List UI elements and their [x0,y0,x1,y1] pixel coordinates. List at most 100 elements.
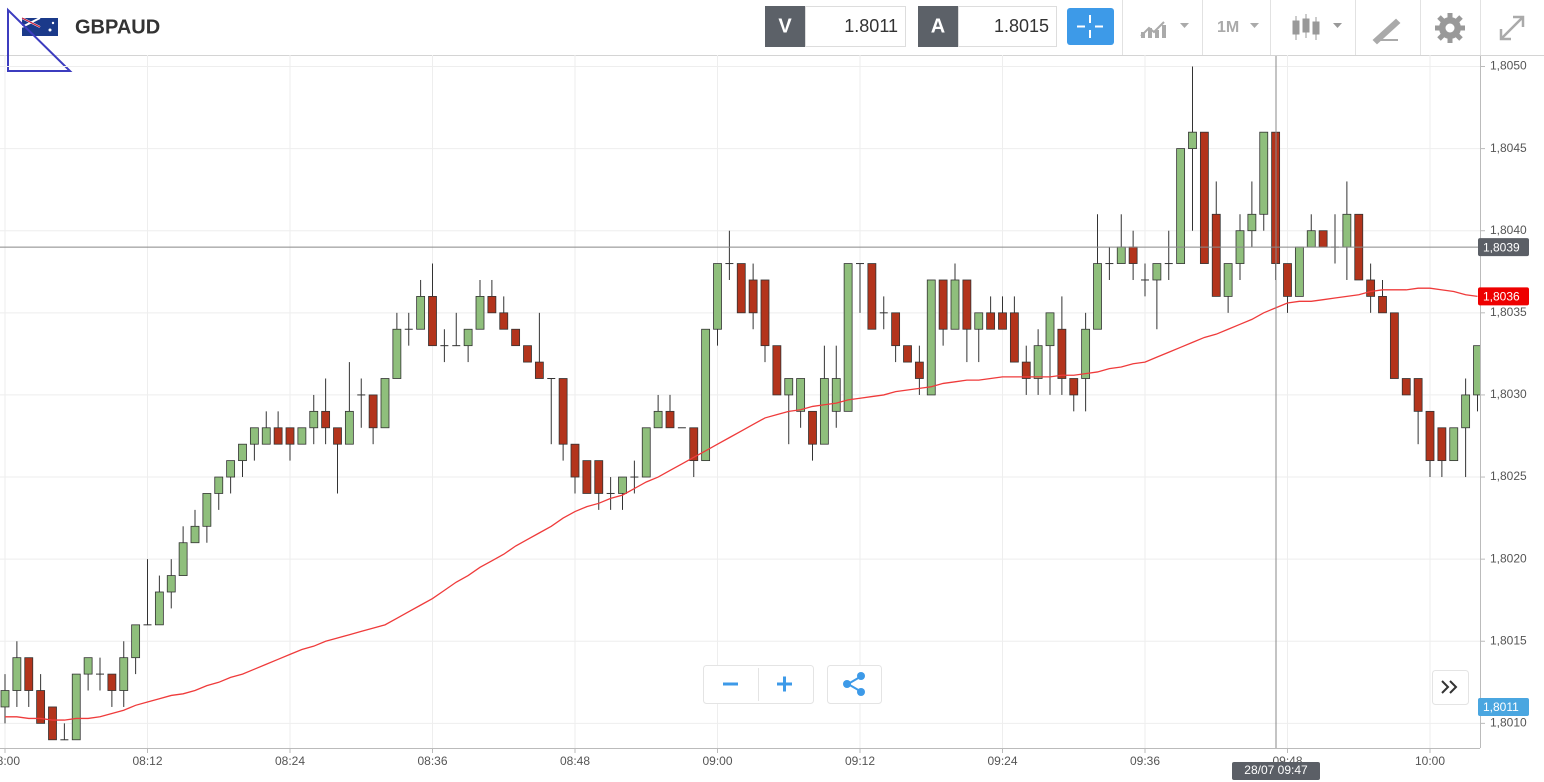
candle-body [321,410,331,429]
candle-body [796,378,806,412]
y-tick-label: 1,8030 [1490,387,1527,401]
candle-body [1021,361,1031,379]
candle-body [166,575,176,593]
candle-body [523,345,532,363]
candle-body [1247,213,1257,232]
y-tick-label: 1,8050 [1490,59,1527,73]
candle-body [606,492,615,494]
candle-body [404,328,413,330]
drawing-tools-button[interactable] [1372,18,1401,45]
x-tick-label: 08:12 [132,754,162,768]
candle-body [725,263,734,265]
candle-body [570,443,580,478]
x-tick-label: 08:24 [275,754,305,768]
y-tick-label: 1,8015 [1490,633,1527,647]
ask-button[interactable] [918,6,958,47]
candle-body [511,328,521,347]
candle-body [1081,328,1091,379]
zoom-controls [703,665,1469,705]
fullscreen-button[interactable] [1499,15,1525,41]
candle-body [689,427,699,462]
moving-average [5,287,1478,721]
candle-body [1473,345,1480,396]
candle-body [261,427,271,445]
candle-body [938,279,948,330]
toolbar-separators [1122,0,1481,55]
corner-marker [7,7,73,72]
y-tick-label: 1,8025 [1490,469,1527,483]
candle-body [226,460,236,478]
candle-body [333,427,342,445]
candle-body [950,279,960,330]
x-tick-label: 10:00 [1415,754,1445,768]
candle-body [843,263,853,412]
candle-body [1128,246,1138,264]
toolbar: GBPAUD V 1.8011 A 1.8015 1M [0,0,1544,72]
candle-body [808,410,817,445]
candle-body [891,312,901,347]
candle-body [1009,312,1019,363]
bid-button[interactable] [765,6,805,47]
candle-body [1318,230,1328,248]
chart-type-button[interactable] [1140,21,1189,38]
timeframe: 1M [1217,19,1239,36]
price-label-box [1478,697,1529,716]
candle-body [1105,263,1114,265]
candle-style-button[interactable] [1292,14,1342,40]
candle-body [547,378,556,380]
candle-body [1283,263,1292,297]
candle-body [154,591,164,626]
y-tick-label: 1,8010 [1490,716,1527,730]
scroll-right-button[interactable] [1432,670,1469,705]
candle-body [107,673,117,691]
candle-body [1057,328,1067,379]
x-tick-label: 08:00 [0,754,20,768]
candle-body [249,427,259,445]
candle-body [452,345,461,347]
candle-body [12,657,22,691]
candle-body [748,279,758,314]
bid-label: V [778,15,792,37]
bid-box [805,6,906,47]
candle-body [1033,345,1043,379]
candle-body [1378,296,1387,314]
candle-body [594,460,604,494]
candle-body [297,427,307,445]
candle-body [143,624,152,626]
candle-body [1223,263,1233,297]
zoom-in-button[interactable] [777,676,792,692]
x-tick-label: 08:36 [417,754,447,768]
candle-body [1069,378,1079,396]
candle-body [867,263,877,330]
candle-body [701,328,711,462]
candle-body [214,476,224,494]
candle-body [440,345,449,347]
grid [0,55,1480,748]
candle-body [831,378,841,412]
candle-body [238,443,247,462]
time-label-box [1232,762,1320,780]
candle-body [665,410,675,429]
candle-body [309,410,319,429]
candle-body [96,673,104,675]
candle-body [772,345,782,396]
candle-body [582,460,592,494]
candle-body [986,312,996,330]
candle-body [36,690,46,724]
crosshair-button[interactable] [1067,8,1114,45]
candle-body [1294,246,1304,297]
candle-body [499,312,509,330]
candle-body [903,345,912,363]
timeframe-button[interactable]: 1M [1217,19,1259,36]
candle-body [119,657,129,691]
candle-body [1461,394,1471,429]
price-label-box [1478,238,1529,257]
settings-button[interactable] [1435,13,1465,43]
candle-body [1164,263,1173,265]
price-label-box [1478,287,1529,306]
candle-body [998,312,1007,330]
candle-body [285,427,295,445]
share-button[interactable] [827,665,882,704]
candle-body [463,328,473,347]
x-tick-label: 09:24 [987,754,1017,768]
